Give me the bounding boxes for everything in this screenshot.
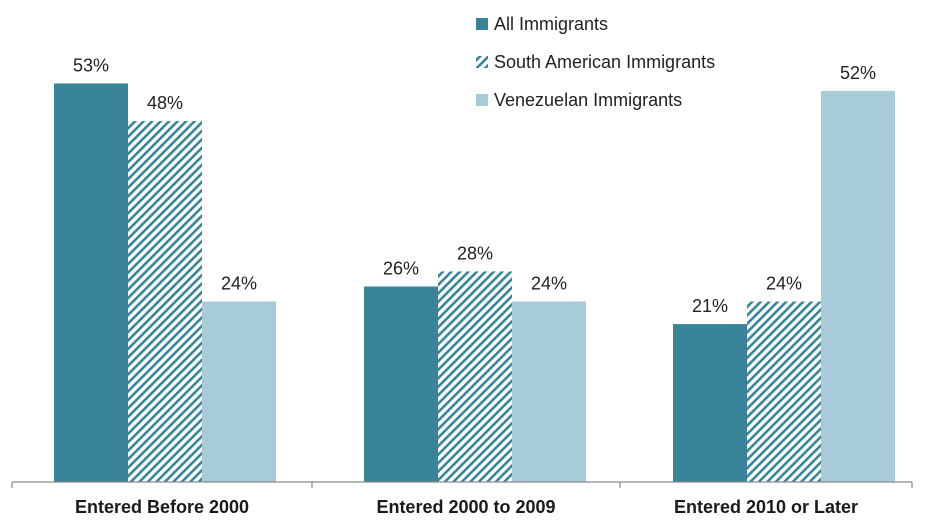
x-tick-label-entered-2010-or-later: Entered 2010 or Later [674, 497, 858, 517]
x-tick-label-entered-before-2000: Entered Before 2000 [75, 497, 249, 517]
data-label-all-immigrants-entered-2000-to-2009: 26% [383, 258, 419, 278]
data-label-venezuelan-immigrants-entered-before-2000: 24% [221, 274, 257, 294]
data-label-south-american-immigrants-entered-2010-or-later: 24% [766, 274, 802, 294]
bar-venezuelan-immigrants-entered-2000-to-2009 [512, 301, 586, 482]
legend: All Immigrants South American Immigrants V… [476, 14, 715, 110]
bar-venezuelan-immigrants-entered-before-2000 [202, 301, 276, 482]
legend-label-all-immigrants: All Immigrants [494, 14, 608, 34]
bar-south-american-immigrants-entered-before-2000 [128, 121, 202, 482]
data-label-venezuelan-immigrants-entered-2000-to-2009: 24% [531, 274, 567, 294]
data-label-all-immigrants-entered-before-2000: 53% [73, 55, 109, 75]
bar-all-immigrants-entered-2010-or-later [673, 324, 747, 482]
data-label-south-american-immigrants-entered-2000-to-2009: 28% [457, 243, 493, 263]
data-label-venezuelan-immigrants-entered-2010-or-later: 52% [840, 63, 876, 83]
x-tick-label-entered-2000-to-2009: Entered 2000 to 2009 [376, 497, 555, 517]
bars-group [54, 83, 895, 483]
legend-label-south-american-immigrants: South American Immigrants [494, 52, 715, 72]
x-ticks-group [11, 482, 913, 488]
legend-label-venezuelan-immigrants: Venezuelan Immigrants [494, 90, 682, 110]
legend-swatch-south-american-immigrants [476, 56, 488, 68]
legend-swatch-venezuelan-immigrants [476, 94, 488, 106]
x-tick-labels-group: Entered Before 2000 Entered 2000 to 2009 E… [75, 497, 858, 517]
data-label-all-immigrants-entered-2010-or-later: 21% [692, 296, 728, 316]
bar-south-american-immigrants-entered-2010-or-later [747, 301, 821, 482]
bar-all-immigrants-entered-before-2000 [54, 83, 128, 482]
bar-venezuelan-immigrants-entered-2010-or-later [821, 90, 895, 483]
bar-all-immigrants-entered-2000-to-2009 [364, 286, 438, 482]
bar-south-american-immigrants-entered-2000-to-2009 [438, 271, 512, 482]
data-label-south-american-immigrants-entered-before-2000: 48% [147, 93, 183, 113]
value-labels-group: 53% 26% 21% 48% 28% 24% 24% 24% 52% [73, 55, 876, 316]
legend-swatch-all-immigrants [476, 18, 488, 30]
